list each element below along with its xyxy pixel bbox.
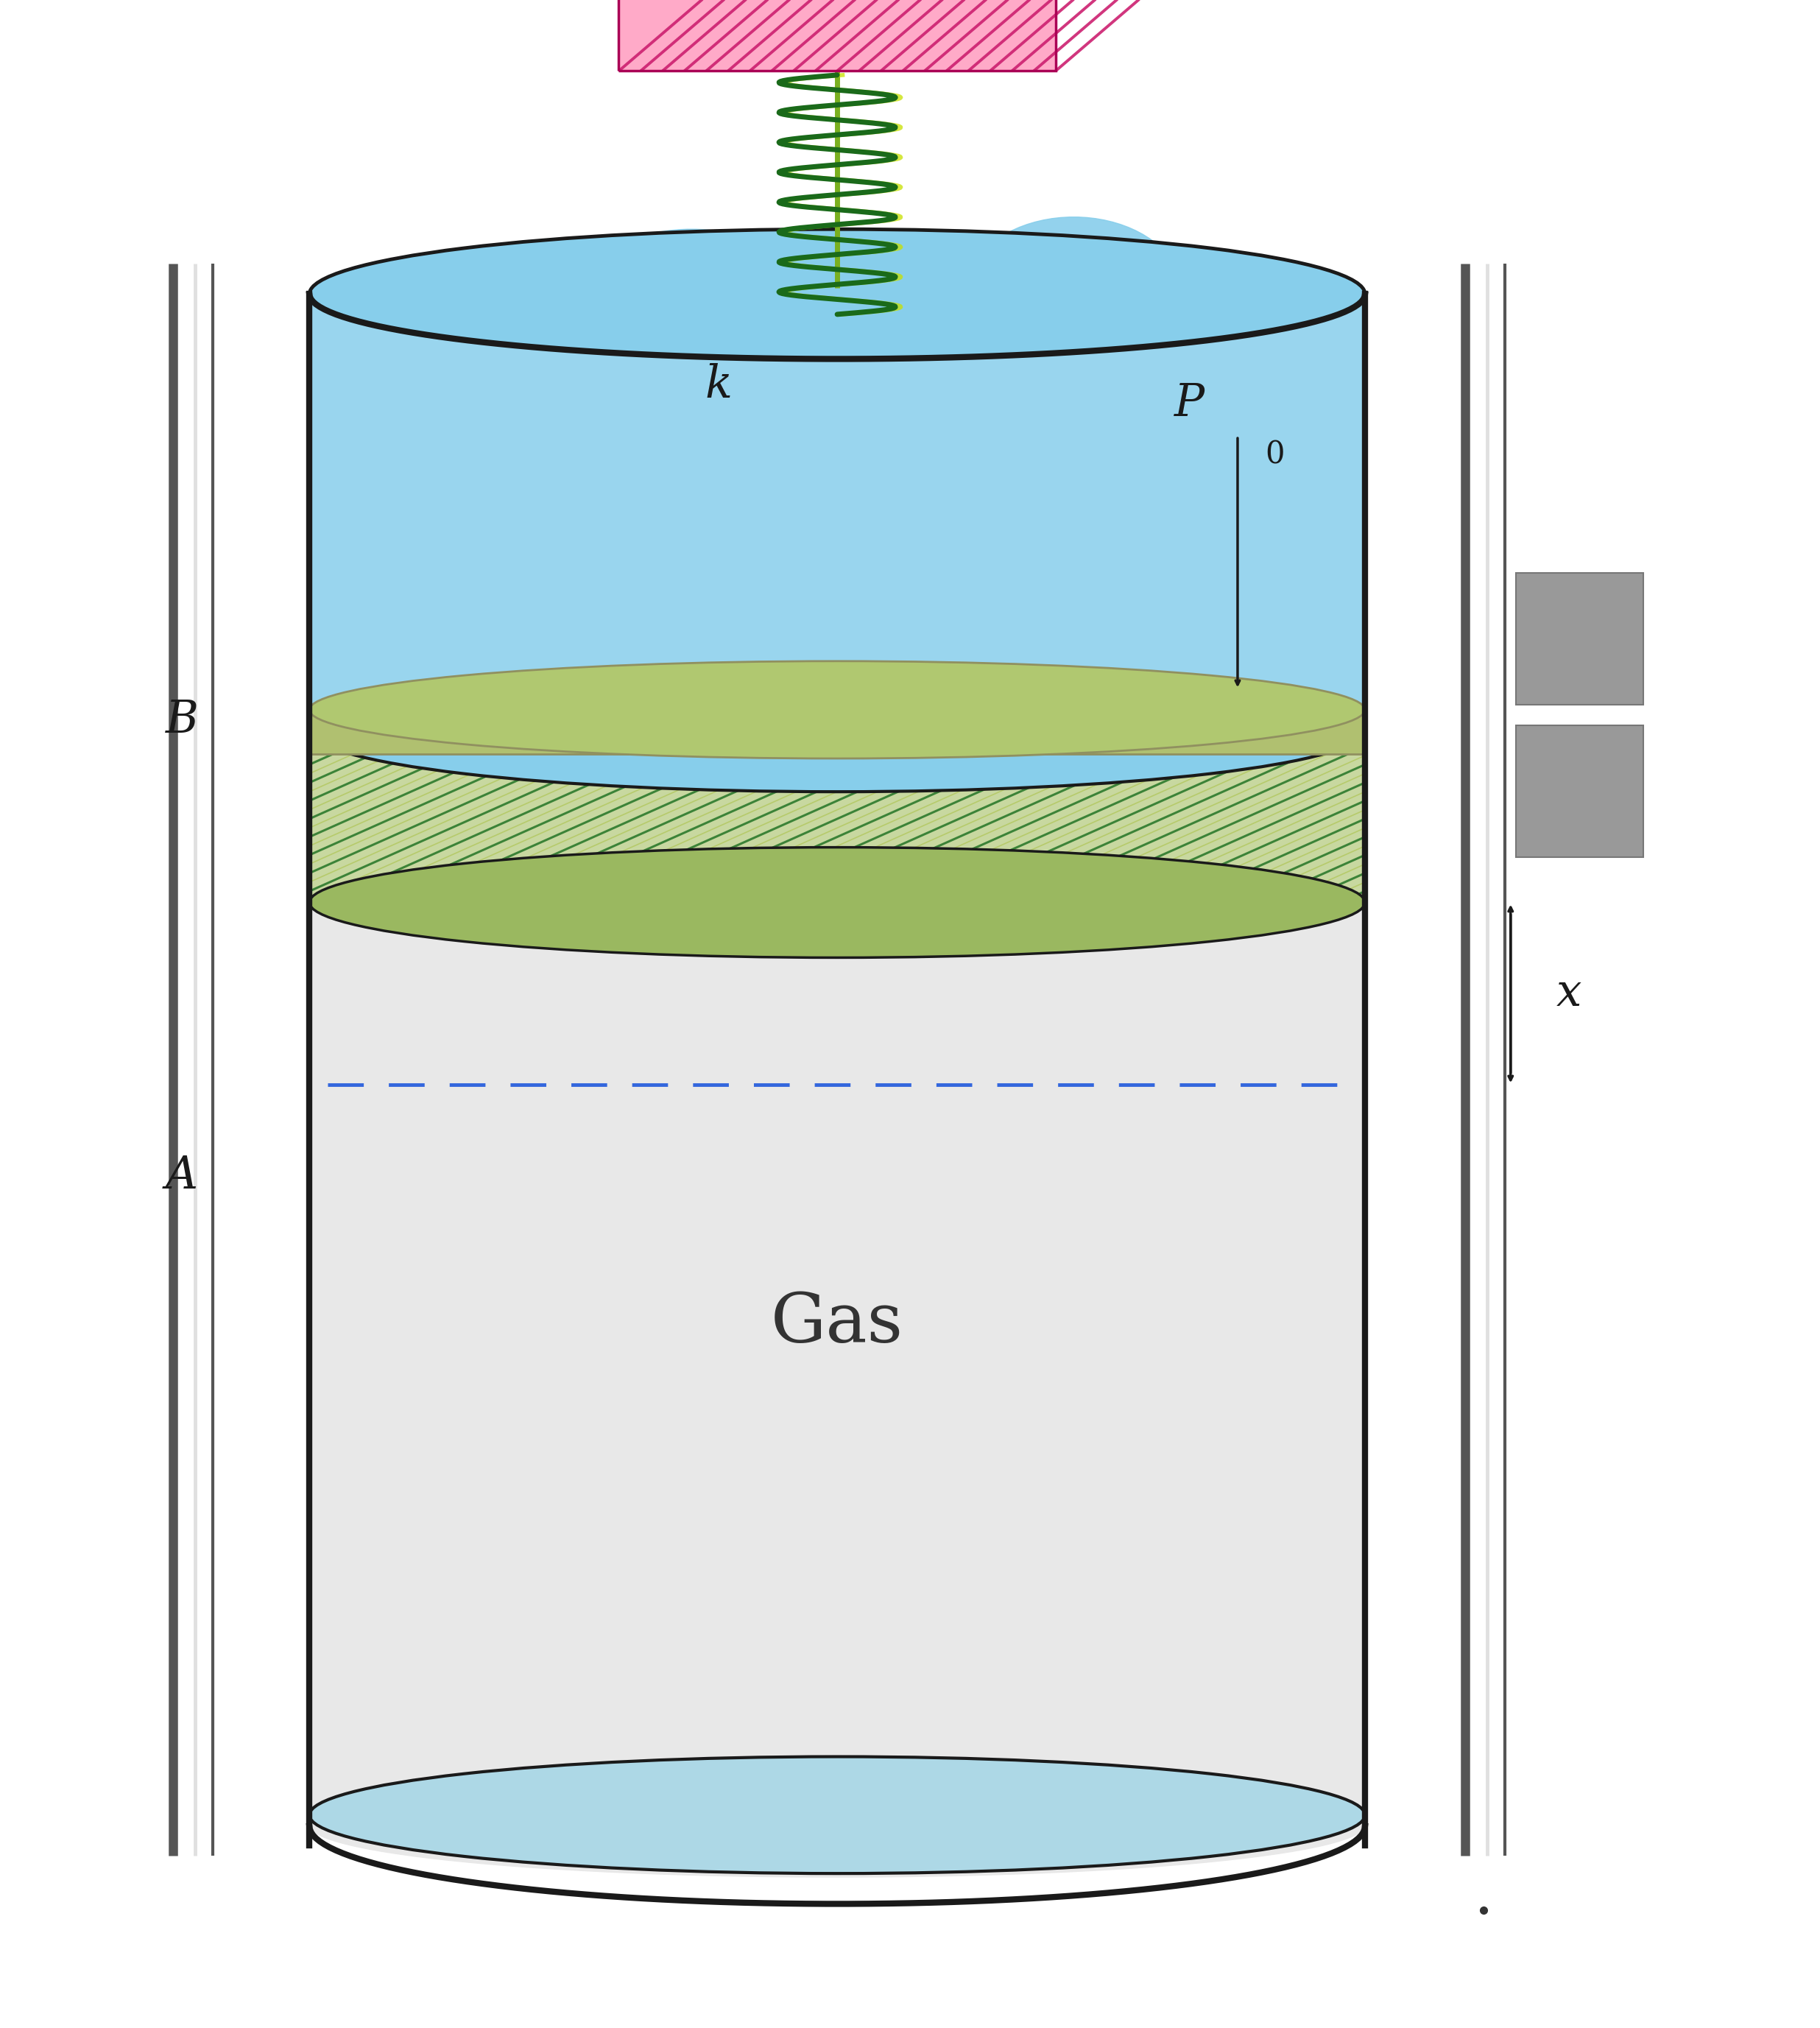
Bar [619,0,1056,71]
Ellipse shape [309,848,1365,957]
Polygon shape [309,902,1365,1878]
Text: x: x [1556,971,1582,1016]
Polygon shape [309,294,1365,730]
Bar [1516,574,1643,704]
Ellipse shape [309,1756,1365,1874]
Ellipse shape [309,229,1365,359]
Polygon shape [582,229,801,294]
Bar [1516,724,1643,856]
Text: Gas: Gas [772,1290,903,1357]
Text: B: B [166,698,198,742]
Bar [309,710,1365,754]
Bar [309,730,1365,902]
Bar [619,0,1056,71]
Text: 0: 0 [1265,440,1285,470]
Ellipse shape [309,669,1365,791]
Ellipse shape [309,661,1365,758]
Text: A: A [166,1154,198,1199]
Polygon shape [965,217,1183,294]
Text: k: k [706,363,732,408]
Polygon shape [801,243,1019,294]
Text: P: P [1174,381,1205,426]
